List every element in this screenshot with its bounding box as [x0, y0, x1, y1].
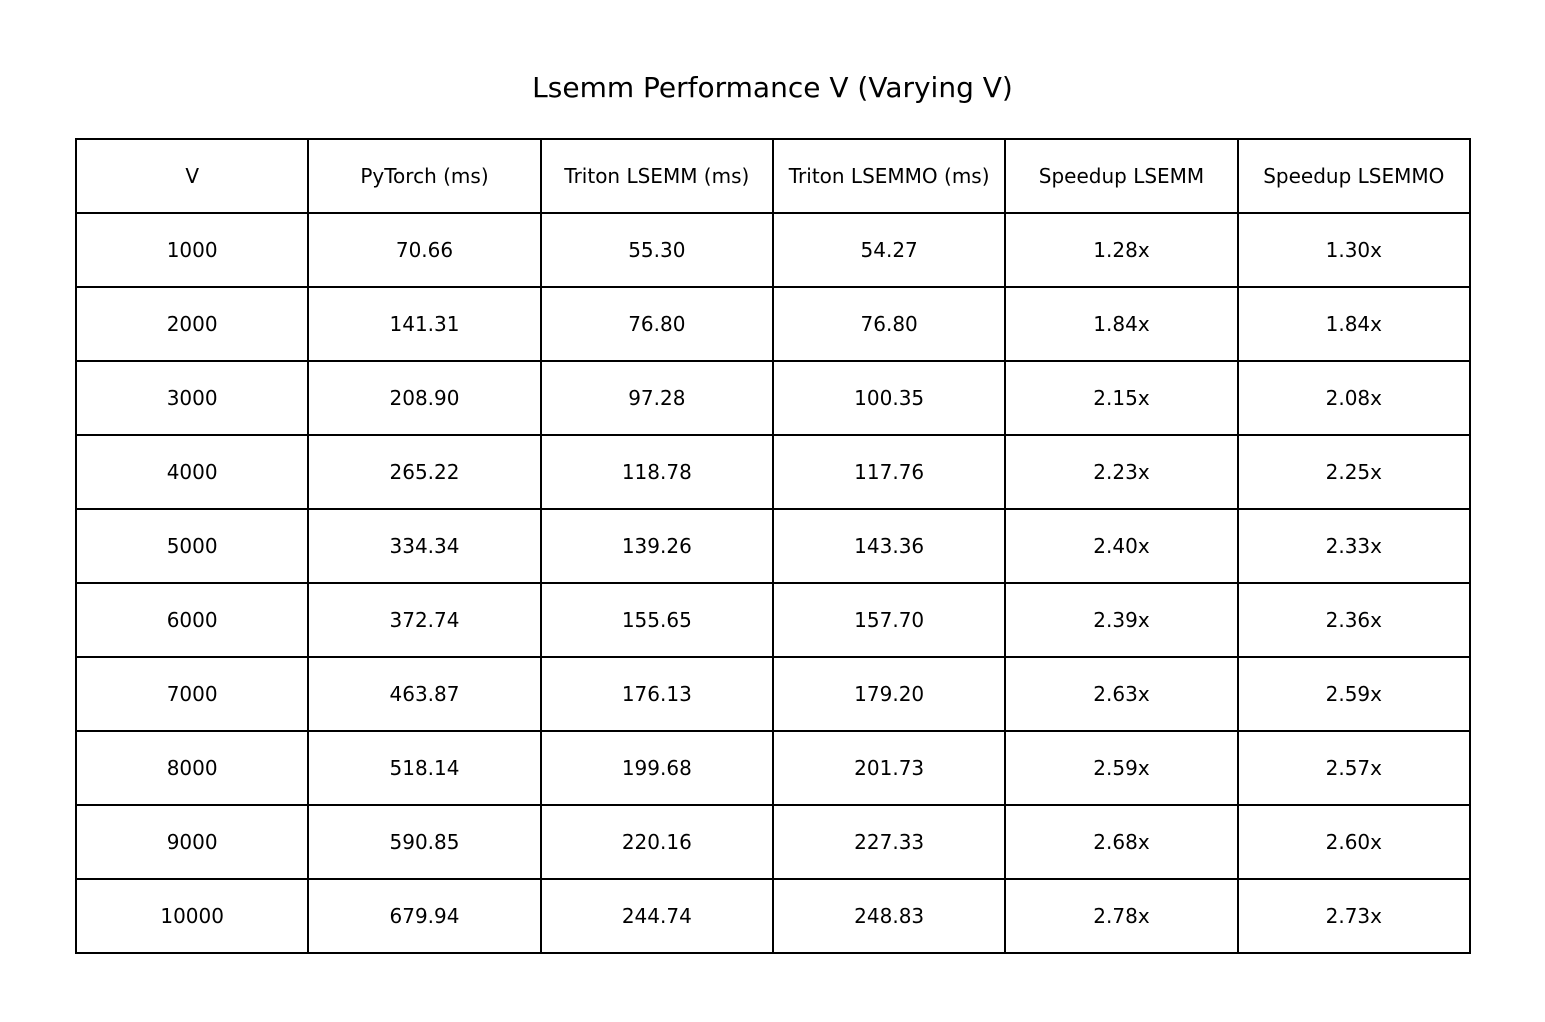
table-cell: 227.33: [771, 804, 1007, 880]
table-cell: 179.20: [771, 656, 1007, 732]
table-row: 5000 334.34 139.26 143.36 2.40x 2.33x: [74, 508, 1472, 584]
table-cell: 8000: [74, 730, 310, 806]
table-cell: 220.16: [539, 804, 774, 880]
column-header: V: [74, 138, 310, 214]
table-header: V PyTorch (ms) Triton LSEMM (ms) Triton LSE…: [74, 138, 1472, 214]
table-cell: 463.87: [307, 656, 542, 732]
table-cell: 141.31: [307, 286, 542, 362]
table-cell: 54.27: [771, 212, 1007, 288]
table-row: 8000 518.14 199.68 201.73 2.59x 2.57x: [74, 730, 1472, 806]
table-cell: 244.74: [539, 878, 774, 954]
header-row: V PyTorch (ms) Triton LSEMM (ms) Triton LSE…: [74, 138, 1472, 214]
table-cell: 2.33x: [1236, 508, 1472, 584]
table-cell: 2.23x: [1004, 434, 1239, 510]
table-cell: 70.66: [307, 212, 542, 288]
table-cell: 1.84x: [1004, 286, 1239, 362]
table-cell: 3000: [74, 360, 310, 436]
table-cell: 2.57x: [1236, 730, 1472, 806]
table-row: 7000 463.87 176.13 179.20 2.63x 2.59x: [74, 656, 1472, 732]
table-cell: 590.85: [307, 804, 542, 880]
table-cell: 155.65: [539, 582, 774, 658]
table-cell: 2.59x: [1004, 730, 1239, 806]
table-row: 9000 590.85 220.16 227.33 2.68x 2.60x: [74, 804, 1472, 880]
table-row: 2000 141.31 76.80 76.80 1.84x 1.84x: [74, 286, 1472, 362]
table-cell: 334.34: [307, 508, 542, 584]
table-cell: 1.28x: [1004, 212, 1239, 288]
table-cell: 6000: [74, 582, 310, 658]
table-cell: 5000: [74, 508, 310, 584]
table-row: 6000 372.74 155.65 157.70 2.39x 2.36x: [74, 582, 1472, 658]
table-cell: 1.30x: [1236, 212, 1472, 288]
table-cell: 265.22: [307, 434, 542, 510]
table-cell: 2.36x: [1236, 582, 1472, 658]
table-cell: 1.84x: [1236, 286, 1472, 362]
table-cell: 2.60x: [1236, 804, 1472, 880]
table-cell: 2.15x: [1004, 360, 1239, 436]
table-cell: 2.08x: [1236, 360, 1472, 436]
table-row: 10000 679.94 244.74 248.83 2.78x 2.73x: [74, 878, 1472, 954]
table-cell: 176.13: [539, 656, 774, 732]
table-cell: 157.70: [771, 582, 1007, 658]
table-cell: 2.78x: [1004, 878, 1239, 954]
table-cell: 97.28: [539, 360, 774, 436]
table-cell: 117.76: [771, 434, 1007, 510]
table-cell: 2.59x: [1236, 656, 1472, 732]
table-cell: 7000: [74, 656, 310, 732]
table-cell: 248.83: [771, 878, 1007, 954]
table-cell: 679.94: [307, 878, 542, 954]
table-row: 1000 70.66 55.30 54.27 1.28x 1.30x: [74, 212, 1472, 288]
table-cell: 9000: [74, 804, 310, 880]
table-cell: 2000: [74, 286, 310, 362]
performance-table: V PyTorch (ms) Triton LSEMM (ms) Triton LSE…: [74, 138, 1472, 954]
table-cell: 118.78: [539, 434, 774, 510]
table-cell: 4000: [74, 434, 310, 510]
table-cell: 201.73: [771, 730, 1007, 806]
column-header: Triton LSEMMO (ms): [771, 138, 1007, 214]
table-row: 4000 265.22 118.78 117.76 2.23x 2.25x: [74, 434, 1472, 510]
table-cell: 76.80: [539, 286, 774, 362]
table-cell: 10000: [74, 878, 310, 954]
table-body: 1000 70.66 55.30 54.27 1.28x 1.30x 2000 141.31 7…: [74, 212, 1472, 954]
table-cell: 2.63x: [1004, 656, 1239, 732]
table-cell: 143.36: [771, 508, 1007, 584]
table-cell: 55.30: [539, 212, 774, 288]
column-header: Speedup LSEMM: [1004, 138, 1239, 214]
column-header: Speedup LSEMMO: [1236, 138, 1472, 214]
table-cell: 2.73x: [1236, 878, 1472, 954]
table-cell: 139.26: [539, 508, 774, 584]
table-cell: 2.25x: [1236, 434, 1472, 510]
table-cell: 518.14: [307, 730, 542, 806]
column-header: PyTorch (ms): [307, 138, 542, 214]
chart-title: Lsemm Performance V (Varying V): [532, 71, 1013, 104]
table-cell: 199.68: [539, 730, 774, 806]
table-cell: 1000: [74, 212, 310, 288]
table-cell: 76.80: [771, 286, 1007, 362]
table-cell: 208.90: [307, 360, 542, 436]
table-cell: 100.35: [771, 360, 1007, 436]
table-cell: 2.68x: [1004, 804, 1239, 880]
table-cell: 372.74: [307, 582, 542, 658]
table-cell: 2.40x: [1004, 508, 1239, 584]
column-header: Triton LSEMM (ms): [539, 138, 774, 214]
table-cell: 2.39x: [1004, 582, 1239, 658]
table-row: 3000 208.90 97.28 100.35 2.15x 2.08x: [74, 360, 1472, 436]
